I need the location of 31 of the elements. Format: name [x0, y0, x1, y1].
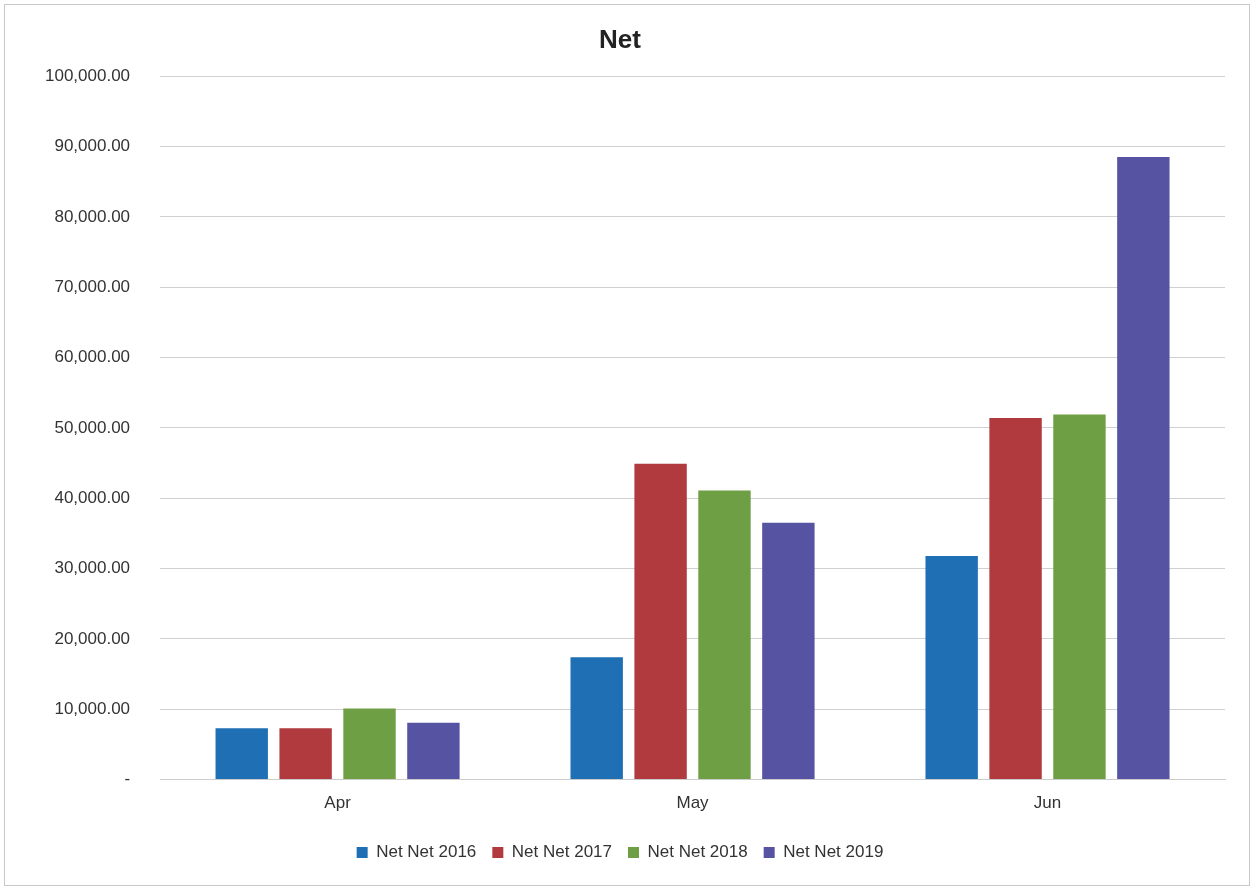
y-tick-label: 60,000.00 [54, 347, 131, 367]
y-tick-label: 50,000.00 [54, 417, 131, 437]
x-tick-label: Jun [1033, 793, 1062, 813]
bar [762, 522, 815, 780]
bar [698, 490, 751, 780]
y-tick-label: 40,000.00 [54, 487, 131, 507]
legend-label: Net Net 2018 [647, 842, 748, 862]
x-tick-label: May [676, 793, 710, 813]
chart-title: Net [599, 23, 642, 54]
bar [634, 463, 687, 780]
y-tick-label: 90,000.00 [54, 136, 131, 156]
y-tick-label: 30,000.00 [54, 558, 131, 578]
y-tick-label: 70,000.00 [54, 276, 131, 296]
bar [343, 708, 396, 780]
bar [1117, 157, 1170, 780]
bar [407, 722, 460, 780]
y-tick-label: 10,000.00 [54, 698, 131, 718]
y-tick-label: - [124, 769, 131, 789]
y-tick-label: 80,000.00 [54, 206, 131, 226]
legend-label: Net Net 2017 [511, 842, 613, 862]
y-tick-label: 100,000.00 [44, 65, 131, 85]
bar [1053, 414, 1106, 780]
bar [989, 418, 1042, 780]
bar [570, 657, 623, 780]
bar [925, 555, 978, 780]
bar [279, 728, 332, 780]
legend-label: Net Net 2016 [376, 842, 477, 862]
y-tick-label: 20,000.00 [54, 628, 131, 648]
x-tick-label: Apr [324, 793, 352, 813]
legend-label: Net Net 2019 [783, 842, 884, 862]
bar [215, 728, 268, 780]
